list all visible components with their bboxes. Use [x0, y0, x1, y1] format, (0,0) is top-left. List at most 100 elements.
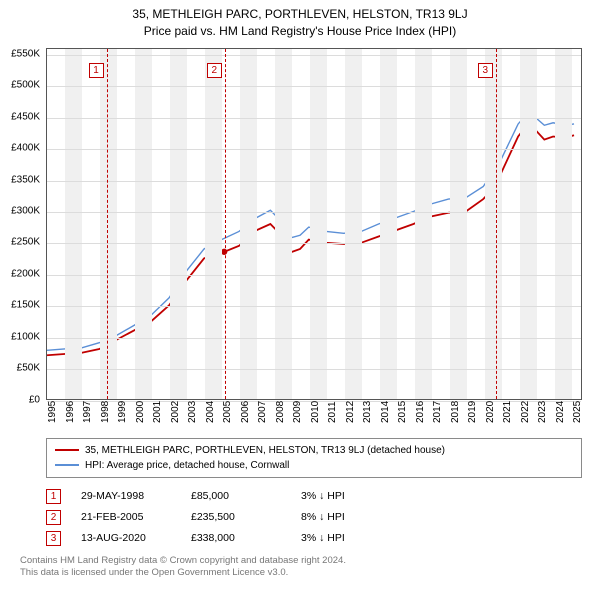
gridline: [47, 86, 581, 87]
year-band: [415, 49, 433, 399]
x-tick-label: 2019: [467, 400, 478, 422]
y-tick-label: £0: [29, 394, 40, 405]
year-band: [275, 49, 293, 399]
x-tick-label: 2008: [275, 400, 286, 422]
legend: 35, METHLEIGH PARC, PORTHLEVEN, HELSTON,…: [46, 438, 582, 478]
attribution-line: Contains HM Land Registry data © Crown c…: [20, 555, 582, 568]
x-tick-label: 2013: [362, 400, 373, 422]
event-delta: 3% ↓ HPI: [301, 490, 391, 502]
gridline: [47, 306, 581, 307]
x-tick-label: 1998: [100, 400, 111, 422]
gridline: [47, 243, 581, 244]
x-tick-label: 2025: [572, 400, 583, 422]
gridline: [47, 181, 581, 182]
event-price: £85,000: [191, 490, 281, 502]
gridline: [47, 338, 581, 339]
event-price: £235,500: [191, 511, 281, 523]
events-table: 1 29-MAY-1998 £85,000 3% ↓ HPI 2 21-FEB-2005 £…: [46, 486, 582, 549]
title-subtitle: Price paid vs. HM Land Registry's House …: [10, 23, 590, 40]
gridline: [47, 149, 581, 150]
x-tick-label: 2003: [187, 400, 198, 422]
x-tick-label: 1997: [82, 400, 93, 422]
x-tick-label: 2020: [485, 400, 496, 422]
year-band: [380, 49, 398, 399]
x-tick-label: 2010: [310, 400, 321, 422]
event-date: 21-FEB-2005: [81, 511, 171, 523]
plot-area: 1 2 3: [46, 48, 582, 400]
title-block: 35, METHLEIGH PARC, PORTHLEVEN, HELSTON,…: [0, 0, 600, 44]
x-tick-label: 2018: [450, 400, 461, 422]
event-line: [496, 49, 497, 399]
event-marker: 2: [207, 63, 222, 78]
year-band: [100, 49, 118, 399]
year-band: [345, 49, 363, 399]
x-tick-label: 2004: [205, 400, 216, 422]
event-row: 1 29-MAY-1998 £85,000 3% ↓ HPI: [46, 486, 582, 507]
x-tick-label: 2007: [257, 400, 268, 422]
y-tick-label: £300K: [11, 206, 40, 217]
x-tick-label: 2009: [292, 400, 303, 422]
year-band: [205, 49, 223, 399]
legend-label: HPI: Average price, detached house, Corn…: [85, 458, 289, 473]
event-date: 13-AUG-2020: [81, 532, 171, 544]
legend-swatch: [55, 449, 79, 451]
year-band: [555, 49, 573, 399]
chart: £0£50K£100K£150K£200K£250K£300K£350K£400…: [46, 48, 582, 430]
x-tick-label: 2002: [170, 400, 181, 422]
event-delta: 8% ↓ HPI: [301, 511, 391, 523]
event-marker: 2: [46, 510, 61, 525]
event-marker: 3: [478, 63, 493, 78]
x-axis: 1995199619971998199920002001200220032004…: [46, 400, 582, 430]
y-tick-label: £250K: [11, 237, 40, 248]
event-price: £338,000: [191, 532, 281, 544]
gridline: [47, 369, 581, 370]
event-line: [225, 49, 226, 399]
gridline: [47, 118, 581, 119]
event-row: 313-AUG-2020£338,0003% ↓ HPI: [46, 528, 582, 549]
event-row: 2 21-FEB-2005 £235,500 8% ↓ HPI: [46, 507, 582, 528]
year-band: [520, 49, 538, 399]
x-tick-label: 2000: [135, 400, 146, 422]
attribution: Contains HM Land Registry data © Crown c…: [20, 555, 582, 581]
x-tick-label: 1999: [117, 400, 128, 422]
legend-item: 35, METHLEIGH PARC, PORTHLEVEN, HELSTON,…: [55, 443, 573, 458]
x-tick-label: 2012: [345, 400, 356, 422]
x-tick-label: 2022: [520, 400, 531, 422]
legend-swatch: [55, 464, 79, 466]
x-tick-label: 2024: [555, 400, 566, 422]
legend-item: HPI: Average price, detached house, Corn…: [55, 458, 573, 473]
x-tick-label: 2015: [397, 400, 408, 422]
event-marker: 3: [46, 531, 61, 546]
title-address: 35, METHLEIGH PARC, PORTHLEVEN, HELSTON,…: [10, 6, 590, 23]
year-band: [310, 49, 328, 399]
event-marker: 1: [46, 489, 61, 504]
event-marker: 1: [89, 63, 104, 78]
x-tick-label: 2006: [240, 400, 251, 422]
gridline: [47, 212, 581, 213]
y-axis: £0£50K£100K£150K£200K£250K£300K£350K£400…: [2, 48, 44, 400]
y-tick-label: £200K: [11, 268, 40, 279]
x-tick-label: 2021: [502, 400, 513, 422]
x-tick-label: 2017: [432, 400, 443, 422]
event-date: 29-MAY-1998: [81, 490, 171, 502]
x-tick-label: 1996: [65, 400, 76, 422]
y-tick-label: £400K: [11, 143, 40, 154]
x-tick-label: 2005: [222, 400, 233, 422]
x-tick-label: 2014: [380, 400, 391, 422]
y-tick-label: £150K: [11, 300, 40, 311]
y-tick-label: £500K: [11, 80, 40, 91]
legend-label: 35, METHLEIGH PARC, PORTHLEVEN, HELSTON,…: [85, 443, 445, 458]
y-tick-label: £50K: [17, 363, 40, 374]
y-tick-label: £450K: [11, 111, 40, 122]
gridline: [47, 275, 581, 276]
y-tick-label: £550K: [11, 48, 40, 59]
x-tick-label: 2011: [327, 401, 338, 423]
y-tick-label: £100K: [11, 331, 40, 342]
x-tick-label: 1995: [47, 400, 58, 422]
chart-container: 35, METHLEIGH PARC, PORTHLEVEN, HELSTON,…: [0, 0, 600, 590]
attribution-line: This data is licensed under the Open Gov…: [20, 567, 582, 580]
x-tick-label: 2023: [537, 400, 548, 422]
year-band: [450, 49, 468, 399]
year-band: [135, 49, 153, 399]
event-line: [107, 49, 108, 399]
